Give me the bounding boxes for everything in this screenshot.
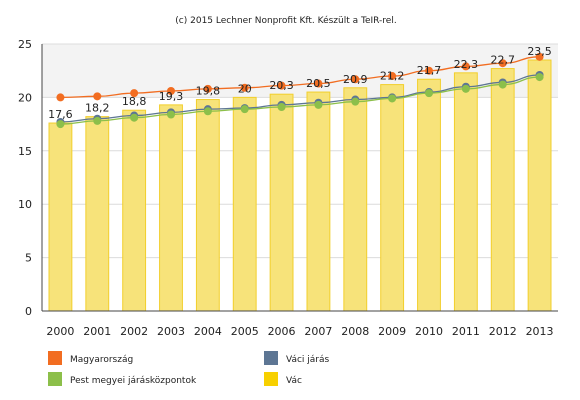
legend-label: Pest megyei járásközpontok (70, 376, 197, 386)
data-label: 21,7 (417, 64, 442, 77)
legend-label: Vác (286, 376, 302, 386)
data-label: 19,3 (159, 90, 184, 103)
series-point (498, 59, 507, 68)
data-label: 21,2 (380, 70, 405, 83)
data-label: 19,8 (196, 85, 221, 98)
label-layer: 17,6 18,2 18,8 19,3 19,8 20 20,3 20,5 20,9 21,2 21… (48, 45, 552, 121)
bar (232, 96, 257, 312)
series-point (498, 80, 507, 89)
data-label: 20,5 (306, 77, 331, 90)
x-tick-label: 2012 (489, 325, 517, 338)
series-point (56, 93, 65, 102)
data-label: 22,7 (490, 54, 515, 67)
series-point (425, 66, 433, 75)
series-point (240, 83, 249, 92)
series-point (535, 73, 544, 82)
bar (453, 72, 478, 312)
bar (343, 87, 368, 312)
bar (269, 93, 294, 312)
y-tick-label: 20 (18, 91, 32, 104)
series-point (535, 52, 544, 61)
data-label: 20,3 (269, 79, 294, 92)
series-line (60, 74, 540, 123)
series-point (56, 120, 65, 129)
series-point (167, 86, 175, 95)
x-tick-label: 2003 (157, 325, 185, 338)
bar (417, 78, 441, 312)
series-point (314, 79, 323, 88)
bar (527, 59, 552, 312)
y-tick-label: 15 (18, 145, 32, 158)
x-tick-label: 2004 (194, 325, 222, 338)
axis-layer: 0 5 10 15 20 25 2000 2001 2002 2003 2004 2005 2006 20… (18, 38, 558, 338)
series-point (93, 92, 102, 101)
legend-swatch (264, 372, 278, 386)
chart-subtitle: (c) 2015 Lechner Nonprofit Kft. Készült … (175, 15, 396, 26)
data-label: 18,2 (85, 102, 110, 115)
series-point (388, 94, 397, 103)
data-label: 20 (238, 82, 252, 95)
bar (195, 99, 220, 312)
series-point (314, 100, 323, 109)
series-point (277, 81, 286, 90)
series-point (277, 103, 286, 112)
x-tick-label: 2000 (46, 325, 74, 338)
series-line (60, 76, 540, 125)
legend-swatch (264, 351, 278, 365)
x-tick-label: 2006 (268, 325, 296, 338)
bar (490, 68, 515, 312)
series-point (351, 75, 360, 84)
series-point (130, 113, 139, 122)
series-point (388, 72, 397, 81)
series-point (203, 107, 212, 116)
series-point (461, 84, 470, 93)
data-label: 20,9 (343, 73, 368, 86)
y-tick-label: 5 (25, 252, 32, 265)
y-tick-label: 10 (18, 198, 32, 211)
series-point (167, 110, 175, 119)
bar (85, 116, 110, 312)
series-point (425, 89, 433, 98)
bar (306, 91, 331, 312)
x-tick-label: 2011 (452, 325, 480, 338)
bar (380, 84, 405, 312)
series-line (60, 56, 540, 99)
data-label: 22,3 (454, 58, 479, 71)
x-tick-label: 2010 (415, 325, 443, 338)
plot-band (42, 44, 558, 98)
x-tick-label: 2007 (304, 325, 332, 338)
line-layer (56, 52, 544, 129)
bar (122, 109, 147, 312)
series-point (93, 116, 102, 125)
legend-swatch (48, 372, 62, 386)
data-label: 18,8 (122, 95, 147, 108)
data-label: 23,5 (527, 45, 552, 58)
series-point (351, 97, 360, 106)
bar (48, 122, 73, 312)
series-point (240, 105, 249, 114)
legend-swatch (48, 351, 62, 365)
series-point (130, 89, 139, 98)
series-point (461, 62, 470, 71)
x-tick-label: 2002 (120, 325, 148, 338)
bar (159, 104, 183, 312)
series-point (203, 84, 212, 93)
data-label: 17,6 (48, 108, 73, 121)
legend: Magyarország Váci járás Pest megyei járásk… (48, 351, 330, 386)
y-tick-label: 25 (18, 38, 32, 51)
x-tick-label: 2013 (526, 325, 554, 338)
legend-label: Váci járás (286, 355, 330, 365)
x-tick-label: 2008 (341, 325, 369, 338)
y-tick-label: 0 (25, 305, 32, 318)
x-tick-label: 2005 (231, 325, 259, 338)
bar-layer (48, 59, 552, 312)
legend-label: Magyarország (70, 355, 133, 365)
x-tick-label: 2009 (378, 325, 406, 338)
x-tick-label: 2001 (83, 325, 111, 338)
